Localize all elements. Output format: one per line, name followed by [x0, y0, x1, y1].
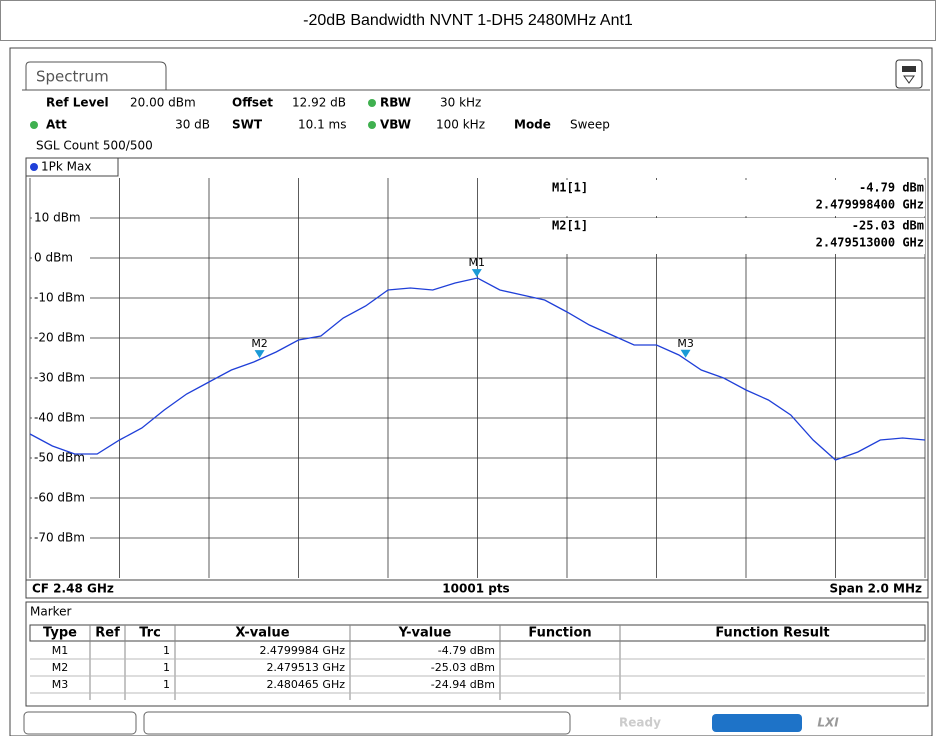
table-cell: 2.479513 GHz	[266, 661, 345, 674]
y-tick-label: -10 dBm	[34, 291, 85, 305]
page-title: -20dB Bandwidth NVNT 1-DH5 2480MHz Ant1	[303, 12, 633, 29]
table-cell: 1	[163, 661, 170, 674]
footer-center: 10001 pts	[442, 582, 509, 596]
setting-label: Ref Level	[46, 96, 109, 110]
tab[interactable]	[25, 61, 167, 90]
marker	[680, 349, 691, 358]
title-bar	[0, 0, 936, 41]
footer-left: CF 2.48 GHz	[32, 582, 114, 596]
column-header: Trc	[139, 626, 161, 641]
column-header: X-value	[235, 626, 289, 641]
y-tick-label: 10 dBm	[34, 211, 81, 225]
tick-label-bg	[32, 251, 90, 265]
trace-indicator	[30, 163, 38, 171]
readout-value: -4.79 dBm	[859, 181, 924, 195]
readout-freq: 2.479998400 GHz	[816, 198, 924, 212]
table-cell: -25.03 dBm	[431, 661, 495, 674]
y-tick-label: -60 dBm	[34, 491, 85, 505]
setting-value: 30 dB	[175, 118, 210, 132]
readout-bg	[540, 218, 925, 254]
column-header: Function Result	[715, 626, 829, 641]
status-text: Ready	[619, 716, 661, 730]
y-tick-label: -40 dBm	[34, 411, 85, 425]
readout-label: M2[1]	[552, 219, 588, 233]
y-tick-label: 0 dBm	[34, 251, 73, 265]
setting-label: RBW	[380, 96, 411, 110]
tick-label-bg	[32, 491, 90, 505]
readout-bg	[540, 180, 925, 216]
column-header: Y-value	[398, 626, 452, 641]
table-header-bg	[29, 624, 926, 642]
table-cell: M2	[52, 661, 69, 674]
table-cell: 2.4799984 GHz	[259, 644, 345, 657]
setting-value: Sweep	[570, 118, 610, 132]
trace-box	[25, 157, 119, 177]
progress-bar	[712, 714, 802, 732]
table-cell: -24.94 dBm	[431, 678, 495, 691]
table-cell: 2.480465 GHz	[266, 678, 345, 691]
setting-value: 12.92 dB	[292, 96, 346, 110]
table-cell: 1	[163, 644, 170, 657]
y-tick-label: -70 dBm	[34, 531, 85, 545]
indicator	[30, 121, 38, 129]
y-tick-label: -20 dBm	[34, 331, 85, 345]
tick-label-bg	[32, 531, 90, 545]
readout-freq: 2.479513000 GHz	[816, 236, 924, 250]
table-cell: 1	[163, 678, 170, 691]
footer-right: Span 2.0 MHz	[830, 582, 922, 596]
readout-label: M1[1]	[552, 181, 588, 195]
column-header: Type	[43, 626, 77, 641]
setting-value: 100 kHz	[436, 118, 485, 132]
menu-icon-arrow	[903, 75, 915, 84]
trace	[29, 277, 926, 461]
setting-label: VBW	[380, 118, 411, 132]
y-tick-label: -50 dBm	[34, 451, 85, 465]
column-header: Ref	[95, 626, 120, 641]
tick-label-bg	[32, 211, 90, 225]
indicator	[368, 121, 376, 129]
column-header: Function	[528, 626, 591, 641]
tick-label-bg	[32, 291, 90, 305]
marker-table-frame	[25, 601, 929, 707]
trace-label: 1Pk Max	[41, 160, 91, 174]
marker-label: M1	[469, 256, 486, 269]
table-cell: -4.79 dBm	[438, 644, 495, 657]
y-tick-label: -30 dBm	[34, 371, 85, 385]
tick-label-bg	[32, 331, 90, 345]
logo: LXI	[817, 716, 839, 730]
menu-icon-bar	[902, 66, 916, 72]
setting-value: 10.1 ms	[298, 118, 346, 132]
setting-value: 20.00 dBm	[130, 96, 196, 110]
setting-label: SWT	[232, 118, 263, 132]
readout-value: -25.03 dBm	[852, 219, 924, 233]
setting-label: Mode	[514, 118, 551, 132]
setting-label: Att	[46, 118, 67, 132]
indicator	[368, 99, 376, 107]
plot: 10 dBm 0 dBm -10 dBm -20 dBm -30 dBm -40 dBm -…	[29, 178, 926, 578]
status-box	[143, 711, 571, 735]
setting-label: Offset	[232, 96, 273, 110]
marker	[471, 269, 482, 278]
setting-value: 30 kHz	[440, 96, 481, 110]
table-cell: M1	[52, 644, 69, 657]
status-box	[23, 711, 137, 735]
tick-label-bg	[32, 371, 90, 385]
marker-table: Type Ref Trc X-value Y-value Function Function…	[29, 624, 926, 700]
marker-label: M2	[251, 337, 268, 350]
marker-table-title: Marker	[30, 605, 72, 619]
table-cell: M3	[52, 678, 69, 691]
sgl-count: SGL Count 500/500	[36, 139, 153, 153]
tick-label-bg	[32, 411, 90, 425]
marker-label: M3	[677, 337, 694, 350]
marker	[254, 350, 265, 359]
tab-label[interactable]: Spectrum	[36, 68, 109, 86]
